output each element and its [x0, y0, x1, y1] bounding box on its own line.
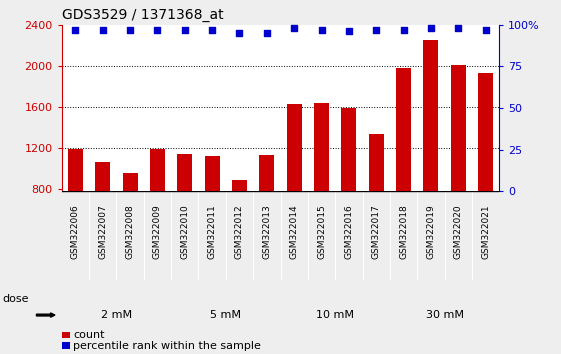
- Point: [235, 30, 244, 36]
- Text: GSM322007: GSM322007: [98, 205, 107, 259]
- Text: 10 mM: 10 mM: [316, 310, 354, 320]
- Bar: [341, 108, 356, 271]
- Text: GSM322016: GSM322016: [344, 205, 353, 259]
- Text: GSM322013: GSM322013: [263, 205, 272, 259]
- Point: [208, 27, 217, 33]
- Text: GSM322019: GSM322019: [426, 205, 435, 259]
- Text: GSM322014: GSM322014: [289, 205, 298, 259]
- Bar: [232, 180, 247, 271]
- Text: GSM322018: GSM322018: [399, 205, 408, 259]
- Bar: [95, 162, 111, 271]
- Bar: [396, 68, 411, 271]
- Bar: [450, 65, 466, 271]
- Bar: [314, 103, 329, 271]
- Text: percentile rank within the sample: percentile rank within the sample: [73, 341, 261, 350]
- Text: dose: dose: [3, 294, 29, 304]
- Text: GSM322017: GSM322017: [372, 205, 381, 259]
- Text: 2 mM: 2 mM: [101, 310, 132, 320]
- Point: [289, 25, 298, 31]
- Bar: [287, 104, 302, 271]
- Text: GSM322009: GSM322009: [153, 205, 162, 259]
- Bar: [478, 73, 493, 271]
- Bar: [122, 173, 137, 271]
- Point: [399, 27, 408, 33]
- Point: [263, 30, 272, 36]
- Bar: [68, 149, 83, 271]
- Point: [426, 25, 435, 31]
- Text: GSM322010: GSM322010: [180, 205, 189, 259]
- Point: [317, 27, 326, 33]
- Bar: [205, 156, 220, 271]
- Point: [481, 27, 490, 33]
- Point: [98, 27, 107, 33]
- Text: GDS3529 / 1371368_at: GDS3529 / 1371368_at: [62, 8, 223, 22]
- Point: [153, 27, 162, 33]
- Point: [344, 29, 353, 34]
- Text: GSM322020: GSM322020: [454, 205, 463, 259]
- Bar: [369, 134, 384, 271]
- Point: [71, 27, 80, 33]
- Text: count: count: [73, 330, 104, 340]
- Text: GSM322021: GSM322021: [481, 205, 490, 259]
- Point: [372, 27, 381, 33]
- Text: 30 mM: 30 mM: [426, 310, 463, 320]
- Text: GSM322008: GSM322008: [126, 205, 135, 259]
- Point: [454, 25, 463, 31]
- Bar: [177, 154, 192, 271]
- Text: GSM322006: GSM322006: [71, 205, 80, 259]
- Bar: [150, 149, 165, 271]
- Text: GSM322015: GSM322015: [317, 205, 326, 259]
- Bar: [259, 155, 274, 271]
- Point: [126, 27, 135, 33]
- Point: [180, 27, 189, 33]
- Text: GSM322011: GSM322011: [208, 205, 217, 259]
- Text: GSM322012: GSM322012: [235, 205, 244, 259]
- Text: 5 mM: 5 mM: [210, 310, 241, 320]
- Bar: [424, 40, 439, 271]
